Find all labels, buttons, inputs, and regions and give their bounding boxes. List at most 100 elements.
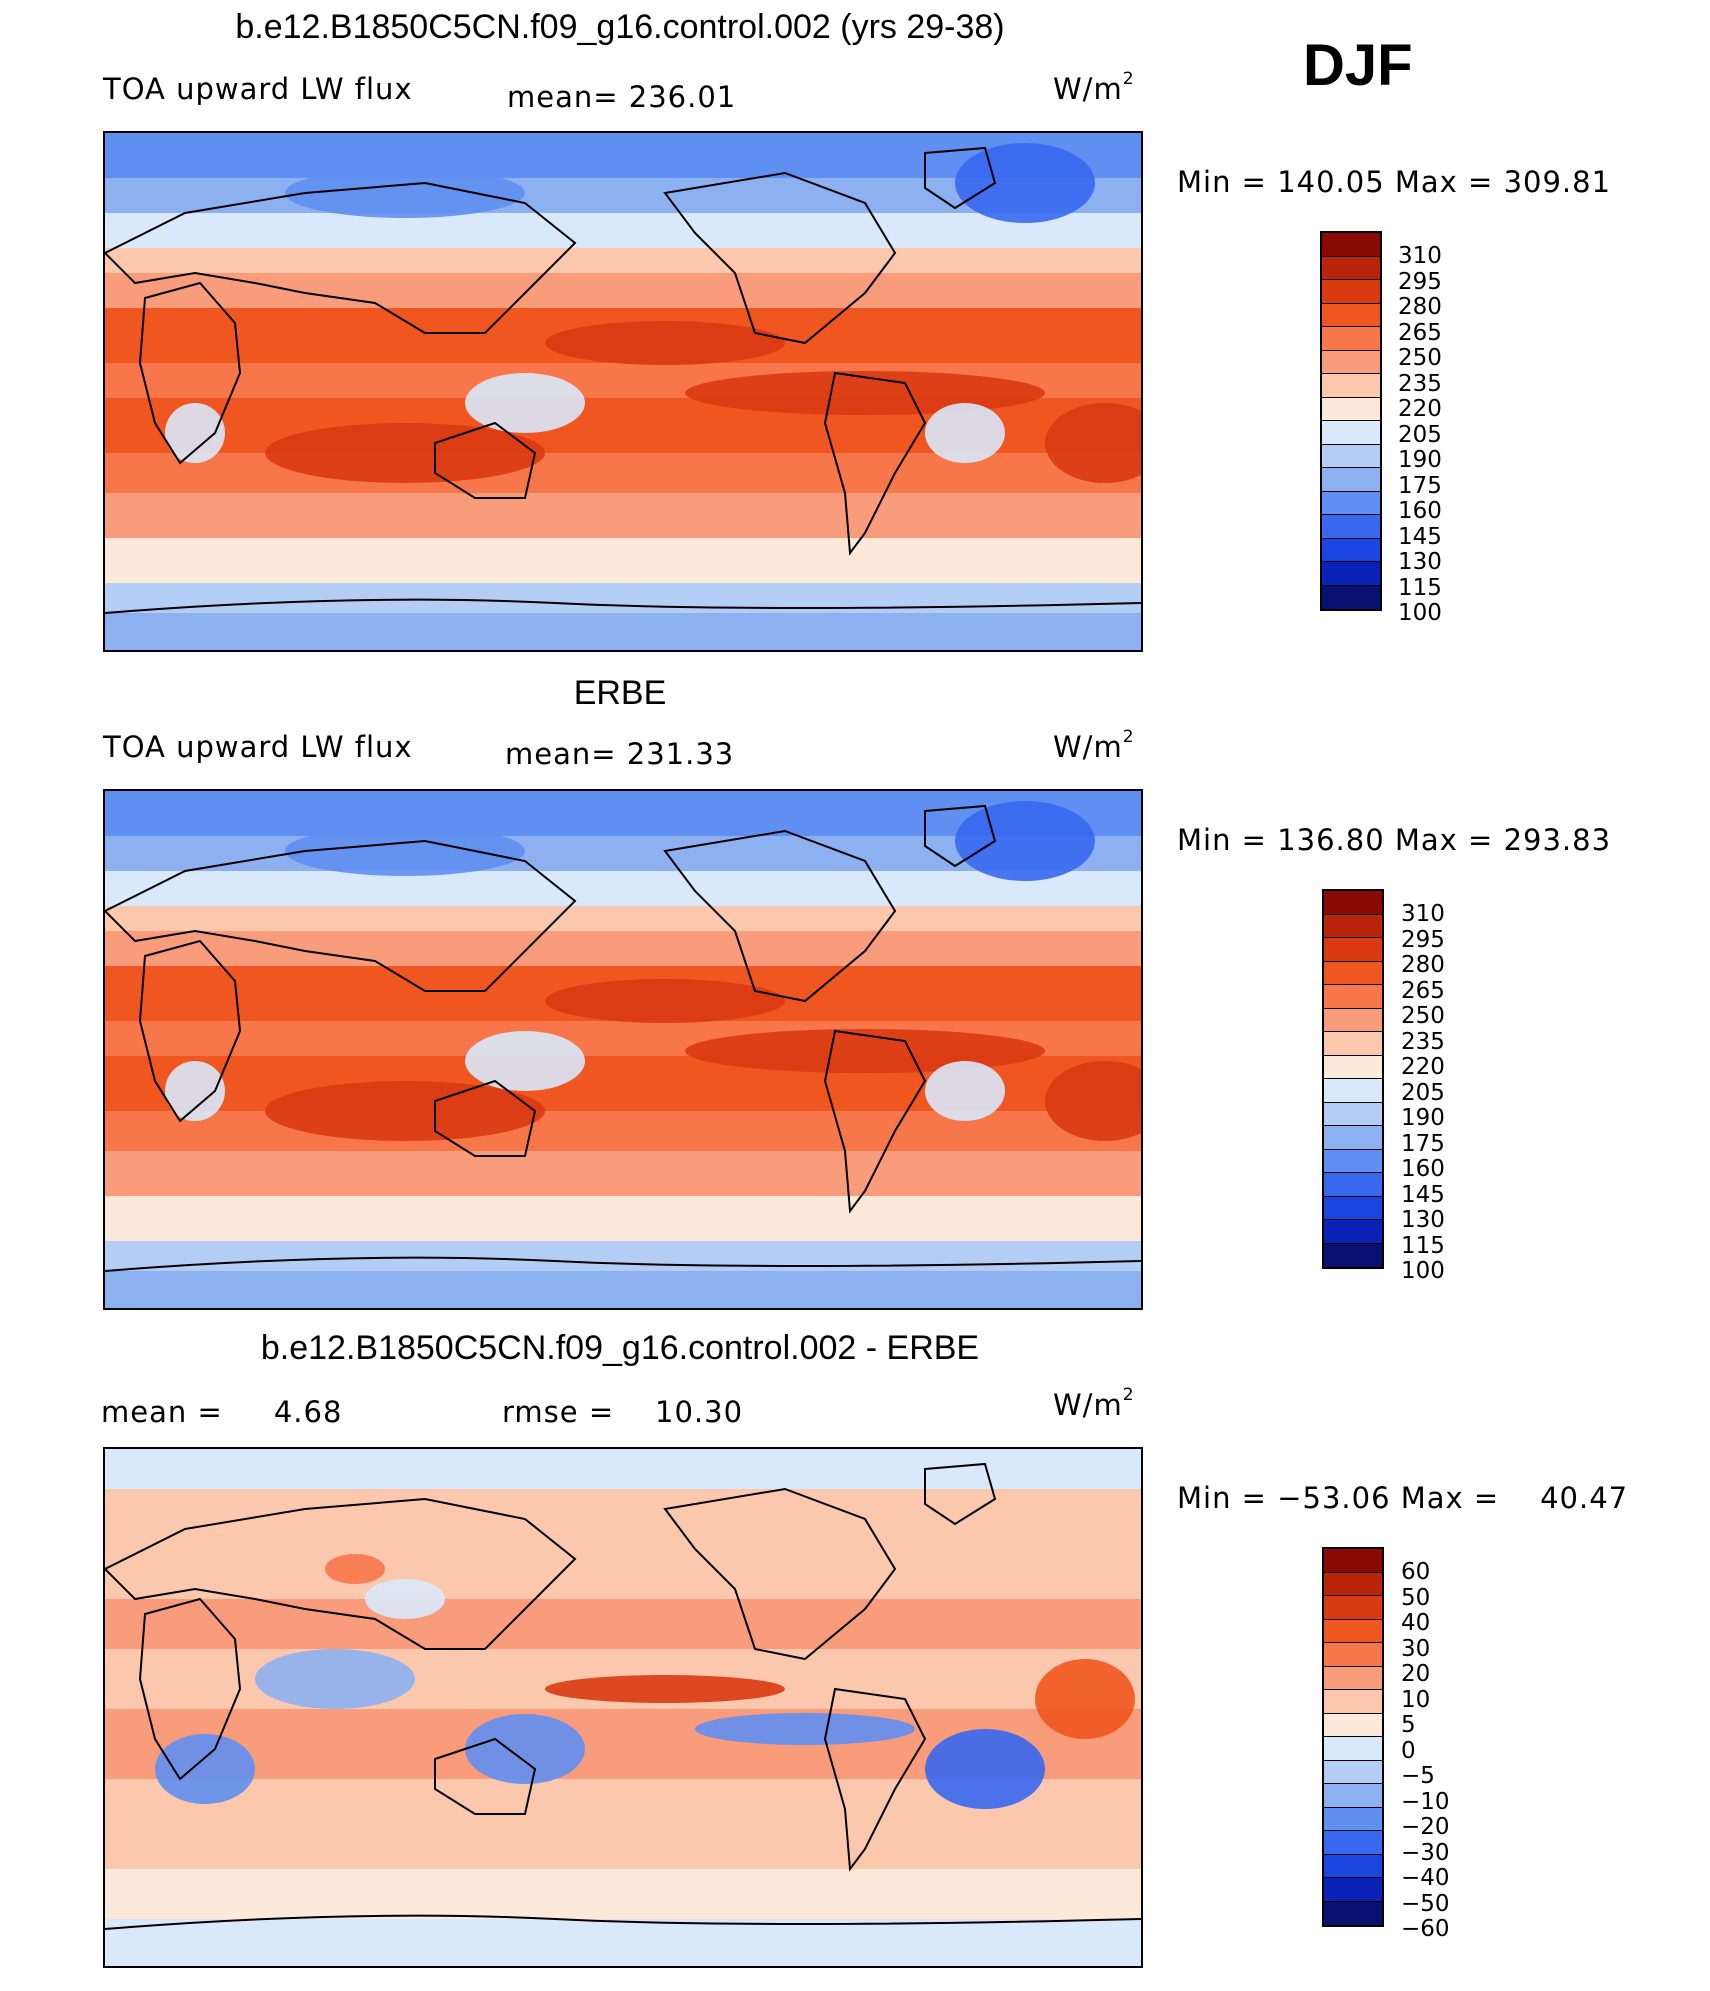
field-feature xyxy=(265,1081,545,1141)
colorbar-tick-label: −60 xyxy=(1401,1916,1450,1942)
panel-3-minmax: Min = −53.06 Max = 40.47 xyxy=(1177,1481,1629,1515)
panel-1-title: b.e12.B1850C5CN.f09_g16.control.002 (yrs… xyxy=(235,8,1005,46)
colorbar-tick-label: 100 xyxy=(1398,600,1442,626)
colorbar-tick-label: 40 xyxy=(1401,1610,1431,1636)
colorbar-tick-label: 280 xyxy=(1401,952,1445,978)
colorbar-tick-label: −5 xyxy=(1401,1763,1435,1789)
colorbar-tick-label: −30 xyxy=(1401,1839,1450,1866)
panel-1-units: W/m2 xyxy=(1053,69,1135,106)
field-band xyxy=(105,1489,1141,1599)
colorbar-tick-label: 10 xyxy=(1401,1686,1431,1713)
colorbar-tick-label: 220 xyxy=(1401,1054,1445,1080)
panel-1-mean: mean= 236.01 xyxy=(507,80,737,114)
colorbar-tick-label: 20 xyxy=(1401,1661,1431,1687)
colorbar-tick-label: −40 xyxy=(1401,1865,1450,1891)
colorbar-swatch xyxy=(1324,1079,1382,1103)
colorbar-swatch xyxy=(1324,1173,1382,1197)
panel-2-colorbar xyxy=(1322,889,1384,1269)
coastline xyxy=(105,1914,1141,1930)
field-band xyxy=(105,1151,1141,1196)
panel-1-colorbar-labels: 310 295 280 265 250 235 220 205 190 175 160 145 130 1… xyxy=(1398,243,1442,627)
colorbar-tick-label: 145 xyxy=(1401,1181,1445,1208)
colorbar-swatch xyxy=(1324,1854,1382,1878)
colorbar-tick-label: 295 xyxy=(1401,926,1445,953)
colorbar-tick-label: 205 xyxy=(1398,421,1442,448)
colorbar-swatch xyxy=(1324,1619,1382,1643)
panel-1-map-plot xyxy=(105,133,1141,650)
coastline xyxy=(434,1737,537,1815)
field-feature xyxy=(695,1713,915,1745)
colorbar-tick-label: 250 xyxy=(1398,345,1442,371)
panel-3-title: b.e12.B1850C5CN.f09_g16.control.002 - ER… xyxy=(260,1329,980,1367)
colorbar-swatch xyxy=(1324,1220,1382,1244)
field-band xyxy=(105,931,1141,966)
field-feature xyxy=(465,1031,585,1091)
panel-3-colorbar xyxy=(1322,1547,1384,1927)
coastline xyxy=(138,939,242,1123)
colorbar-swatch xyxy=(1322,350,1380,374)
field-feature xyxy=(545,321,785,365)
field-band xyxy=(105,871,1141,906)
coastline xyxy=(924,804,997,868)
colorbar-swatch xyxy=(1324,1643,1382,1667)
panel-3-mean: mean = 4.68 xyxy=(101,1395,343,1429)
colorbar-tick-label: 50 xyxy=(1401,1584,1431,1611)
colorbar-swatch xyxy=(1322,491,1380,515)
coastline xyxy=(823,1029,927,1214)
colorbar-swatch xyxy=(1324,1596,1382,1620)
colorbar-swatch xyxy=(1324,961,1382,985)
coastline xyxy=(823,1687,927,1872)
field-band xyxy=(105,1111,1141,1151)
colorbar-swatch xyxy=(1324,1831,1382,1855)
field-feature xyxy=(925,403,1005,463)
coastline xyxy=(434,1079,537,1157)
colorbar-tick-label: 265 xyxy=(1398,319,1442,346)
field-feature xyxy=(165,403,225,463)
colorbar-swatch xyxy=(1322,280,1380,304)
field-band xyxy=(105,1599,1141,1649)
coastline xyxy=(105,181,577,334)
field-band xyxy=(105,273,1141,308)
colorbar-swatch xyxy=(1324,1878,1382,1902)
colorbar-swatch xyxy=(1324,1666,1382,1690)
colorbar-swatch xyxy=(1322,397,1380,421)
panel-2-map xyxy=(103,789,1143,1310)
colorbar-swatch xyxy=(1322,562,1380,586)
field-feature xyxy=(955,143,1095,223)
colorbar-tick-label: 265 xyxy=(1401,977,1445,1004)
colorbar-swatch xyxy=(1322,515,1380,539)
field-band xyxy=(105,538,1141,583)
colorbar-tick-label: 160 xyxy=(1401,1156,1445,1182)
field-feature xyxy=(265,423,545,483)
colorbar-tick-label: 220 xyxy=(1398,396,1442,422)
colorbar-swatch xyxy=(1324,1126,1382,1150)
colorbar-swatch xyxy=(1324,891,1382,915)
panel-3-map xyxy=(103,1447,1143,1968)
coastline xyxy=(105,1256,1141,1272)
field-feature xyxy=(545,1675,785,1703)
field-band xyxy=(105,248,1141,273)
field-band xyxy=(105,1241,1141,1271)
panel-2-title: ERBE xyxy=(573,674,667,712)
field-band xyxy=(105,213,1141,248)
colorbar-tick-label: 5 xyxy=(1401,1712,1416,1738)
field-band xyxy=(105,493,1141,538)
colorbar-tick-label: 235 xyxy=(1398,370,1442,397)
colorbar-swatch xyxy=(1324,938,1382,962)
panel-1-colorbar xyxy=(1320,231,1382,611)
colorbar-tick-label: 205 xyxy=(1401,1079,1445,1106)
field-feature xyxy=(285,826,525,876)
colorbar-tick-label: 235 xyxy=(1401,1028,1445,1055)
panel-1-left-label: TOA upward LW flux xyxy=(103,72,413,106)
field-feature xyxy=(1045,403,1141,483)
colorbar-swatch xyxy=(1324,1690,1382,1714)
colorbar-tick-label: 190 xyxy=(1401,1105,1445,1131)
colorbar-tick-label: 115 xyxy=(1398,574,1442,601)
field-band xyxy=(105,613,1141,650)
colorbar-tick-label: 0 xyxy=(1401,1737,1416,1764)
panel-2-colorbar-labels: 310 295 280 265 250 235 220 205 190 175 160 145 130 1… xyxy=(1401,901,1445,1285)
field-band xyxy=(105,453,1141,493)
coastline xyxy=(663,1487,897,1661)
colorbar-tick-label: 295 xyxy=(1398,268,1442,295)
field-feature xyxy=(1045,1061,1141,1141)
